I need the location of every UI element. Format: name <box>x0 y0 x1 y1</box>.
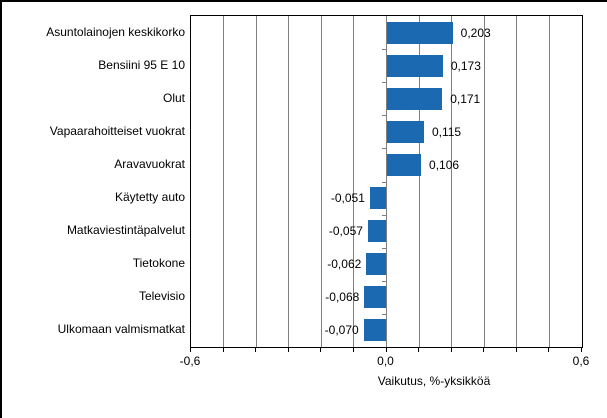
gridline <box>418 16 420 347</box>
category-tick <box>382 215 386 216</box>
bar <box>386 120 424 143</box>
x-axis-tick <box>450 347 452 352</box>
bar <box>366 253 387 276</box>
category-label: Aravavuokrat <box>114 156 185 171</box>
x-axis-tick <box>287 347 289 352</box>
category-label: Olut <box>162 90 185 105</box>
category-tick <box>382 314 386 315</box>
category-label: Asuntolainojen keskikorko <box>46 24 185 39</box>
gridline <box>223 16 225 347</box>
value-label: 0,171 <box>450 91 481 106</box>
bar <box>369 187 387 210</box>
gridline <box>516 16 518 347</box>
category-tick <box>382 182 386 183</box>
gridline <box>483 16 485 347</box>
category-label: Tietokone <box>132 256 185 271</box>
value-label: 0,115 <box>431 124 462 139</box>
category-tick <box>382 82 386 83</box>
x-tick-label: 0,0 <box>377 354 394 368</box>
plot-area: 0,203 0,173 0,171 0,115 0,106 -0,051 -0,057 -0,… <box>190 15 583 348</box>
category-label: Bensiini 95 E 10 <box>98 57 185 72</box>
x-axis-tick <box>255 347 257 352</box>
bar <box>386 21 453 44</box>
bar <box>386 153 422 176</box>
bar <box>364 286 387 309</box>
x-axis-tick <box>515 347 517 352</box>
gridline <box>548 16 550 347</box>
category-label: Matkaviestintäpalvelut <box>66 223 185 238</box>
x-axis-tick <box>385 347 387 352</box>
x-tick-label: -0,6 <box>179 354 201 368</box>
x-axis-tick <box>418 347 420 352</box>
category-tick <box>382 115 386 116</box>
value-label: -0,057 <box>328 224 363 239</box>
x-axis-tick <box>352 347 354 352</box>
zero-line <box>386 16 387 347</box>
bar <box>386 87 443 110</box>
gridline <box>288 16 290 347</box>
category-label: Televisio <box>138 289 185 304</box>
category-tick <box>382 281 386 282</box>
gridline <box>255 16 257 347</box>
gridline <box>320 16 322 347</box>
category-label: Vapaarahoitteiset vuokrat <box>49 123 185 138</box>
category-label: Käytetty auto <box>114 190 185 205</box>
x-axis-tick <box>581 347 582 352</box>
gridline <box>353 16 355 347</box>
value-label: -0,051 <box>330 191 365 206</box>
x-axis-tick <box>320 347 322 352</box>
value-label: 0,106 <box>429 157 460 172</box>
category-tick <box>382 49 386 50</box>
x-tick-label: 0,6 <box>572 354 590 368</box>
value-label: -0,068 <box>325 290 360 305</box>
x-axis-title: Vaikutus, %-yksikköä <box>377 374 491 388</box>
value-label: 0,203 <box>460 25 491 40</box>
bar <box>363 319 387 342</box>
value-label: 0,173 <box>450 58 481 73</box>
gridline <box>451 16 453 347</box>
category-label: Ulkomaan valmismatkat <box>57 322 185 337</box>
x-axis-tick <box>190 347 191 352</box>
category-tick <box>382 248 386 249</box>
x-axis-tick <box>548 347 550 352</box>
value-label: -0,062 <box>327 257 362 272</box>
value-label: -0,070 <box>324 323 359 338</box>
bar <box>386 54 443 77</box>
category-tick <box>382 148 386 149</box>
x-axis-tick <box>483 347 485 352</box>
x-axis-tick <box>222 347 224 352</box>
bar <box>367 220 387 243</box>
